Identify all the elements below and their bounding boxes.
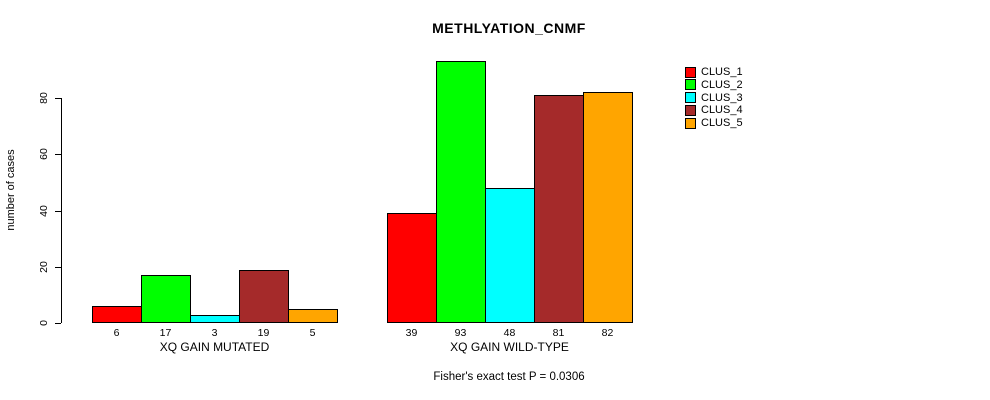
legend-swatch [685, 104, 696, 116]
bar-clus_5 [583, 92, 633, 323]
bar-value-label: 39 [405, 327, 418, 339]
bar-value-label: 93 [454, 327, 467, 339]
y-axis-tick-label: 60 [38, 148, 50, 161]
group-label: XQ GAIN MUTATED [159, 340, 270, 354]
y-axis-tick [55, 154, 61, 156]
legend-item-clus_4: CLUS_4 [685, 104, 743, 116]
bar-value-label: 19 [257, 327, 270, 339]
bar-clus_4 [239, 269, 289, 323]
y-axis-tick-label: 80 [38, 92, 50, 104]
bar-clus_3 [190, 314, 240, 323]
group-label: XQ GAIN WILD-TYPE [450, 340, 569, 354]
legend-swatch [685, 79, 696, 91]
legend-item-clus_1: CLUS_1 [685, 66, 743, 78]
bar-clus_3 [485, 188, 535, 323]
y-axis-tick [55, 266, 61, 268]
y-axis-tick [55, 323, 61, 324]
bar-clus_1 [92, 306, 142, 323]
bar-clus_2 [141, 275, 191, 323]
legend-item-clus_5: CLUS_5 [685, 117, 743, 129]
annotation-text: Fisher's exact test P = 0.0306 [433, 371, 585, 383]
bar-value-label: 6 [113, 327, 120, 339]
legend-label: CLUS_2 [701, 78, 743, 91]
y-axis-tick-label: 20 [38, 260, 50, 273]
y-axis-tick-label: 40 [38, 204, 50, 217]
legend-swatch [685, 66, 696, 78]
y-axis-tick-label: 0 [38, 320, 50, 326]
legend-label: CLUS_1 [701, 66, 743, 78]
legend-item-clus_2: CLUS_2 [685, 79, 743, 91]
legend-label: CLUS_5 [701, 117, 743, 129]
y-axis-label: number of cases [5, 149, 17, 231]
legend-swatch [685, 92, 696, 103]
bar-value-label: 48 [503, 327, 516, 339]
bar-value-label: 5 [309, 327, 316, 339]
bar-clus_4 [534, 95, 584, 323]
legend-swatch [685, 117, 696, 129]
legend-label: CLUS_3 [701, 91, 743, 104]
y-axis-tick [55, 98, 61, 99]
bar-value-label: 17 [159, 327, 172, 339]
y-axis-tick [55, 210, 61, 212]
bar-clus_1 [387, 213, 437, 323]
legend-item-clus_3: CLUS_3 [685, 92, 743, 104]
y-axis-line [61, 98, 62, 323]
bar-value-label: 3 [211, 327, 218, 339]
legend-label: CLUS_4 [701, 104, 743, 117]
bar-value-label: 82 [601, 327, 614, 339]
bar-clus_2 [436, 61, 486, 323]
bar-value-label: 81 [552, 327, 565, 339]
bar-clus_5 [288, 308, 338, 323]
chart-title: METHLYATION_CNMF [432, 20, 586, 36]
